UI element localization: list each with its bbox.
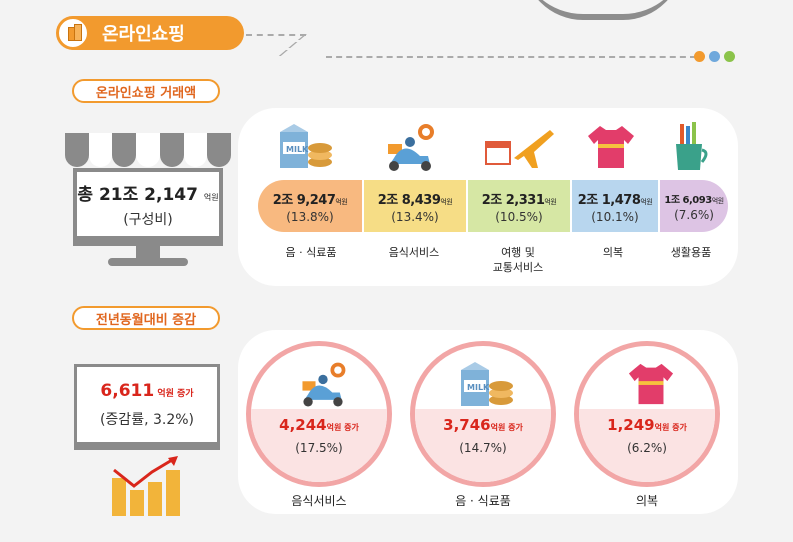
dot-green: [724, 51, 735, 62]
change-value-clothing: 1,249억원 증가: [607, 416, 687, 434]
change-circle-clothing: 1,249억원 증가 (6.2%): [574, 341, 720, 487]
milk-food-icon: MILK: [461, 362, 513, 406]
monitor-base: [108, 258, 188, 266]
dot-orange: [694, 51, 705, 62]
dashed-line: [246, 34, 306, 36]
change-pct-food-service: (17.5%): [295, 441, 343, 455]
category-label-household: 생활용품: [670, 246, 712, 259]
milk-food-icon: MILK: [280, 124, 332, 168]
change-pct-food: (14.7%): [459, 441, 507, 455]
page-title: 온라인쇼핑: [56, 16, 244, 50]
category-label-travel: 여행 및 교통서비스: [492, 246, 544, 274]
shop-awning: [65, 133, 232, 167]
section-label-change: 전년동월대비 증감: [72, 306, 220, 330]
change-total-box: 6,611 억원 증가 (증감률, 3.2%): [74, 364, 220, 450]
change-value-food: 3,746억원 증가: [443, 416, 523, 434]
change-circle-food-service: 4,244억원 증가 (17.5%): [246, 341, 392, 487]
total-box: 총 21조 2,147 억원 (구성비): [73, 168, 223, 246]
dashed-line-diagonal: [278, 34, 335, 56]
monitor-stand: [136, 246, 160, 260]
growth-chart-icon: [112, 456, 180, 516]
tshirt-icon: [628, 363, 674, 405]
category-label-clothing: 의복: [602, 246, 624, 259]
decor-dots: [694, 51, 735, 62]
composition-bar: 2조 9,247억원 (13.8%) 2조 8,439억원 (13.4%) 2조…: [258, 180, 728, 232]
delivery-scooter-icon: [302, 362, 346, 407]
change-label-food: 음 · 식료품: [455, 494, 511, 508]
section-label-transaction: 온라인쇼핑 거래액: [72, 79, 220, 103]
segment-food-service: 2조 8,439억원 (13.4%): [364, 180, 468, 232]
svg-text:MILK: MILK: [286, 145, 309, 154]
building-icon: [56, 16, 90, 50]
segment-clothing: 2조 1,478억원 (10.1%): [572, 180, 660, 232]
total-sub: (구성비): [123, 211, 173, 228]
tshirt-icon: [588, 126, 634, 168]
change-value-food-service: 4,244억원 증가: [279, 416, 359, 434]
change-label-clothing: 의복: [635, 494, 659, 508]
decorative-arc: [523, 0, 683, 20]
delivery-scooter-icon: [388, 124, 434, 171]
category-label-food-service: 음식서비스: [388, 246, 440, 259]
dot-blue: [709, 51, 720, 62]
change-total-value: 6,611 억원 증가: [100, 380, 194, 401]
change-circle-food: MILK 3,746억원 증가 (14.7%): [410, 341, 556, 487]
change-pct-clothing: (6.2%): [627, 441, 667, 455]
segment-food: 2조 9,247억원 (13.8%): [258, 180, 364, 232]
airplane-calendar-icon: [485, 130, 554, 168]
page-title-text: 온라인쇼핑: [102, 24, 185, 45]
category-label-food: 음 · 식료품: [285, 246, 337, 259]
household-cup-icon: [676, 122, 708, 170]
change-total-sub: (증감률, 3.2%): [99, 411, 195, 428]
segment-travel: 2조 2,331억원 (10.5%): [468, 180, 572, 232]
change-label-food-service: 음식서비스: [291, 494, 347, 508]
segment-household: 1조 6,093억원 (7.6%): [660, 180, 728, 232]
total-value: 총 21조 2,147 억원: [77, 184, 219, 205]
dashed-line-long: [326, 56, 696, 58]
svg-text:MILK: MILK: [467, 383, 490, 392]
